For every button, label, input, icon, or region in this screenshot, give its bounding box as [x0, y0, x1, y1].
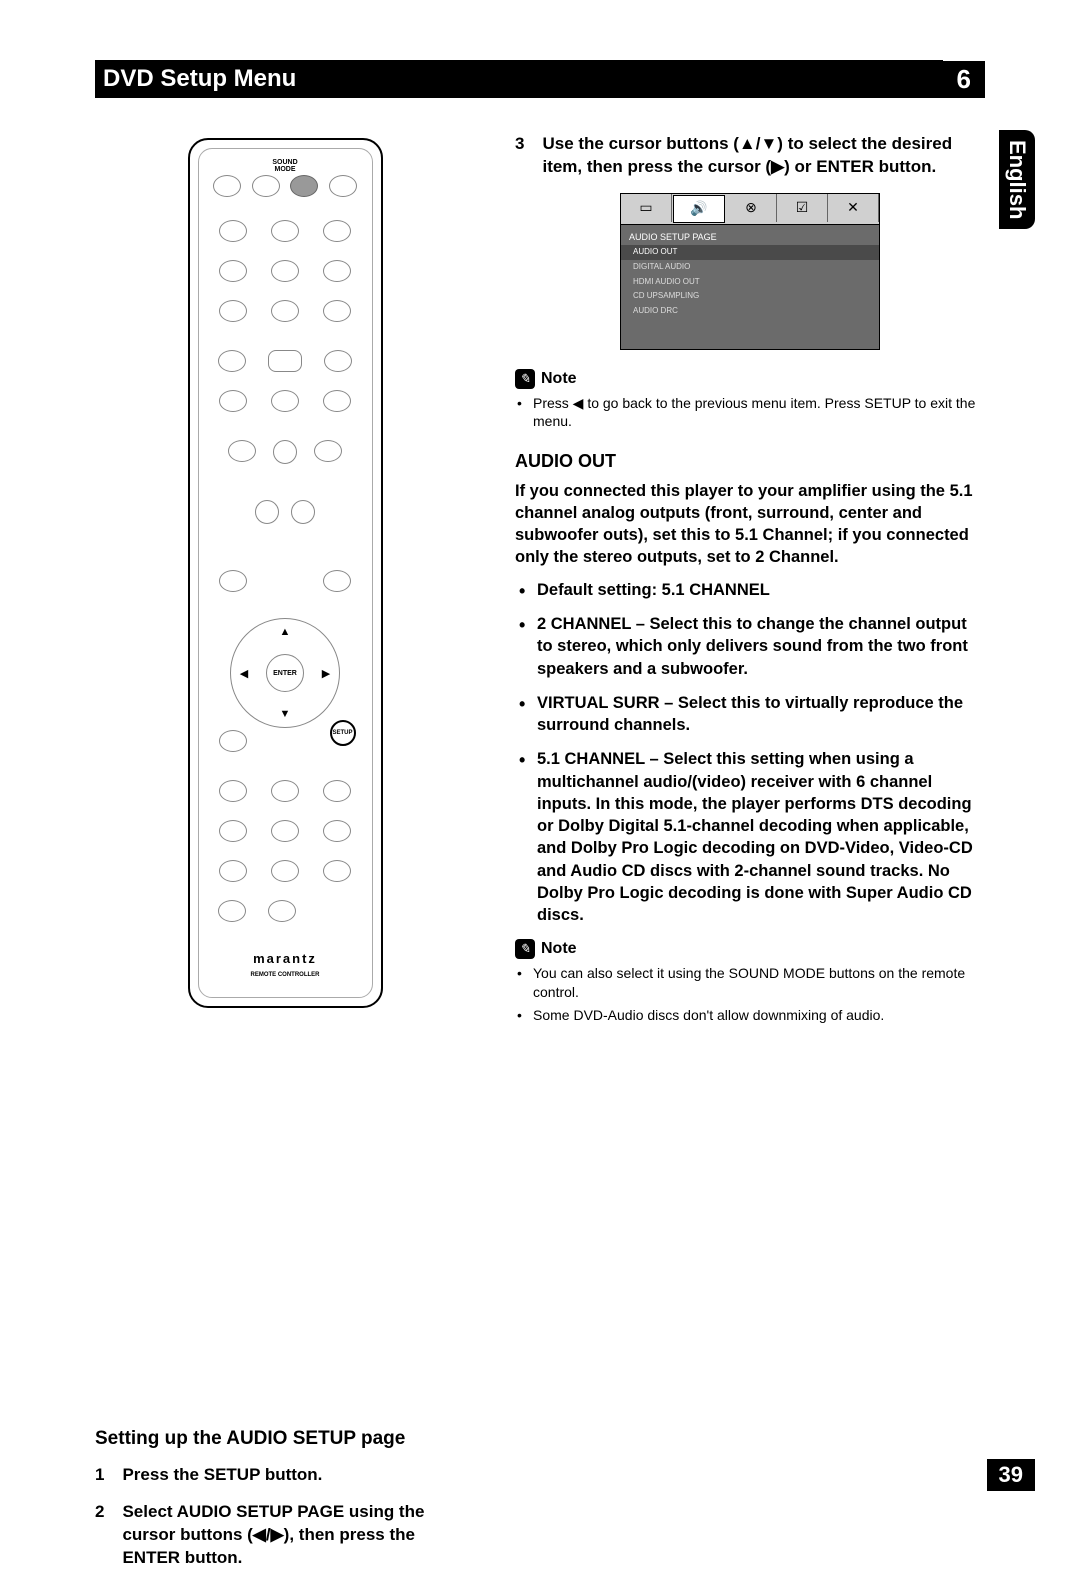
- step-3: 3 Use the cursor buttons (▲/▼) to select…: [515, 133, 985, 179]
- note-body-2: You can also select it using the SOUND M…: [515, 964, 985, 1025]
- note-heading-2: ✎ Note: [515, 938, 985, 960]
- note-text: Press ◀ to go back to the previous menu …: [515, 394, 985, 432]
- step-number: 2: [95, 1501, 104, 1570]
- chapter-number: 6: [943, 61, 985, 98]
- note-item: Some DVD-Audio discs don't allow downmix…: [515, 1006, 985, 1025]
- menu-item: DIGITAL AUDIO: [621, 260, 879, 275]
- menu-tab-icon: ▭: [621, 194, 672, 222]
- menu-item: AUDIO DRC: [621, 304, 879, 319]
- enter-button: ENTER: [266, 654, 304, 692]
- menu-page-title: AUDIO SETUP PAGE: [621, 229, 879, 245]
- menu-item: AUDIO OUT: [621, 245, 879, 260]
- header-title: DVD Setup Menu: [95, 60, 943, 98]
- note-body: Press ◀ to go back to the previous menu …: [515, 394, 985, 432]
- note-heading: ✎ Note: [515, 368, 985, 390]
- remote-button: [329, 175, 357, 197]
- sound-mode-label: SOUNDMODE: [190, 159, 381, 173]
- brand-logo: marantz: [190, 951, 381, 966]
- setup-heading: Setting up the AUDIO SETUP page: [95, 1428, 475, 1450]
- menu-tab-audio-icon: 🔊: [673, 195, 725, 223]
- option-51channel: 5.1 CHANNEL – Select this setting when u…: [515, 748, 985, 926]
- step-2: 2 Select AUDIO SETUP PAGE using the curs…: [95, 1501, 475, 1570]
- option-2channel: 2 CHANNEL – Select this to change the ch…: [515, 613, 985, 680]
- language-tab: English: [999, 130, 1035, 229]
- note-item: You can also select it using the SOUND M…: [515, 964, 985, 1002]
- note-label: Note: [541, 938, 577, 960]
- remote-diagram: SOUNDMODE ENTER ▲: [188, 138, 383, 1008]
- audio-out-intro: If you connected this player to your amp…: [515, 480, 985, 569]
- menu-item: HDMI AUDIO OUT: [621, 275, 879, 290]
- option-virtual-surr: VIRTUAL SURR – Select this to virtually …: [515, 692, 985, 737]
- header-bar: DVD Setup Menu 6: [95, 60, 985, 98]
- sound-mode-button: [290, 175, 318, 197]
- setup-button: SETUP: [330, 720, 356, 746]
- menu-tab-icon: ⊗: [726, 194, 777, 222]
- step-number: 3: [515, 133, 524, 179]
- menu-screenshot: ▭ 🔊 ⊗ ☑ ✕ AUDIO SETUP PAGE AUDIO OUT DIG…: [620, 193, 880, 350]
- remote-button: [252, 175, 280, 197]
- step-text: Select AUDIO SETUP PAGE using the cursor…: [122, 1501, 475, 1570]
- option-default: Default setting: 5.1 CHANNEL: [515, 579, 985, 601]
- note-label: Note: [541, 368, 577, 390]
- pencil-icon: ✎: [515, 369, 535, 389]
- step-text: Press the SETUP button.: [122, 1464, 322, 1487]
- brand-subtitle: REMOTE CONTROLLER: [190, 972, 381, 978]
- step-text: Use the cursor buttons (▲/▼) to select t…: [542, 133, 985, 179]
- menu-tab-icon: ✕: [828, 194, 879, 222]
- menu-tab-icon: ☑: [777, 194, 828, 222]
- cursor-dpad: ENTER ▲ ▼ ◀ ▶: [230, 618, 340, 728]
- remote-button: [213, 175, 241, 197]
- step-1: 1 Press the SETUP button.: [95, 1464, 475, 1487]
- menu-item: CD UPSAMPLING: [621, 289, 879, 304]
- step-number: 1: [95, 1464, 104, 1487]
- options-list: Default setting: 5.1 CHANNEL 2 CHANNEL –…: [515, 579, 985, 927]
- page-number: 39: [987, 1459, 1035, 1491]
- audio-out-heading: AUDIO OUT: [515, 449, 985, 473]
- pencil-icon: ✎: [515, 939, 535, 959]
